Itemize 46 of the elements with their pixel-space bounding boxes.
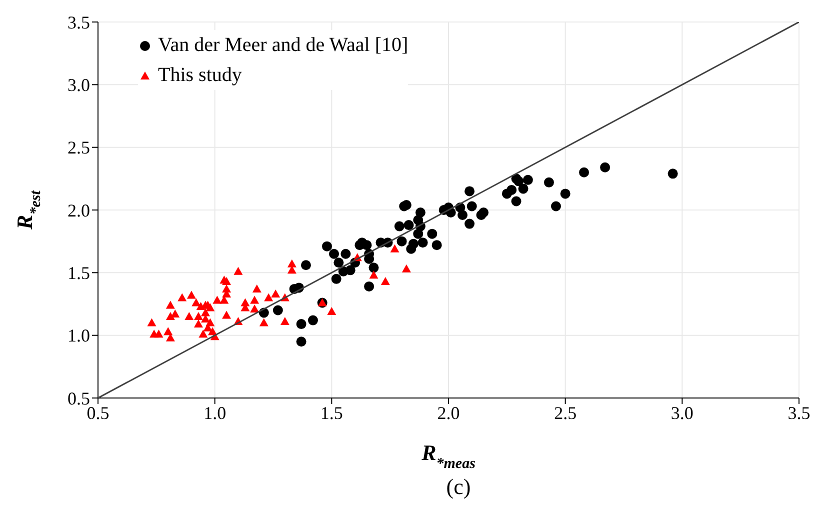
legend-label: Van der Meer and de Waal [10] — [158, 33, 408, 58]
y-tick-label: 3.5 — [68, 12, 90, 32]
point — [327, 307, 336, 316]
point — [234, 266, 243, 275]
y-tick-label: 0.5 — [68, 388, 90, 408]
point — [154, 330, 164, 338]
x-tick-label: 1.0 — [204, 402, 226, 423]
y-tick-label: 2.5 — [68, 138, 90, 158]
point — [212, 296, 222, 304]
x-axis-title: R$_{*meas}$ — [420, 440, 476, 472]
point — [259, 318, 268, 326]
y-tick-label: 1.0 — [68, 326, 90, 346]
x-tick-label: 2.5 — [554, 402, 577, 423]
point — [380, 276, 390, 285]
legend-label: This study — [158, 63, 242, 88]
point — [194, 312, 203, 320]
point — [184, 312, 194, 320]
y-tick-label: 2.0 — [68, 200, 90, 220]
point — [287, 259, 296, 268]
point — [178, 293, 187, 302]
x-tick-label: 3.5 — [788, 402, 810, 423]
point — [166, 300, 175, 309]
x-tick-label: 3.0 — [670, 402, 694, 423]
point — [186, 290, 196, 299]
point — [206, 303, 215, 312]
point — [222, 276, 232, 285]
point — [280, 317, 290, 326]
x-tick-label: 1.5 — [320, 402, 343, 423]
point — [264, 293, 274, 302]
point — [164, 327, 173, 336]
point — [390, 244, 400, 252]
point — [250, 296, 260, 304]
point — [194, 320, 203, 328]
text: (c) — [445, 474, 472, 500]
point — [369, 270, 378, 279]
point — [402, 264, 411, 272]
point — [250, 304, 260, 313]
point — [252, 284, 262, 292]
point — [271, 289, 280, 298]
x-tick-label: 2.0 — [437, 402, 460, 423]
point — [222, 310, 232, 319]
point — [147, 318, 156, 326]
y-tick-label: 1.5 — [68, 263, 90, 284]
point — [200, 308, 210, 316]
y-tick-label: 3.0 — [68, 75, 90, 96]
point — [198, 330, 208, 338]
